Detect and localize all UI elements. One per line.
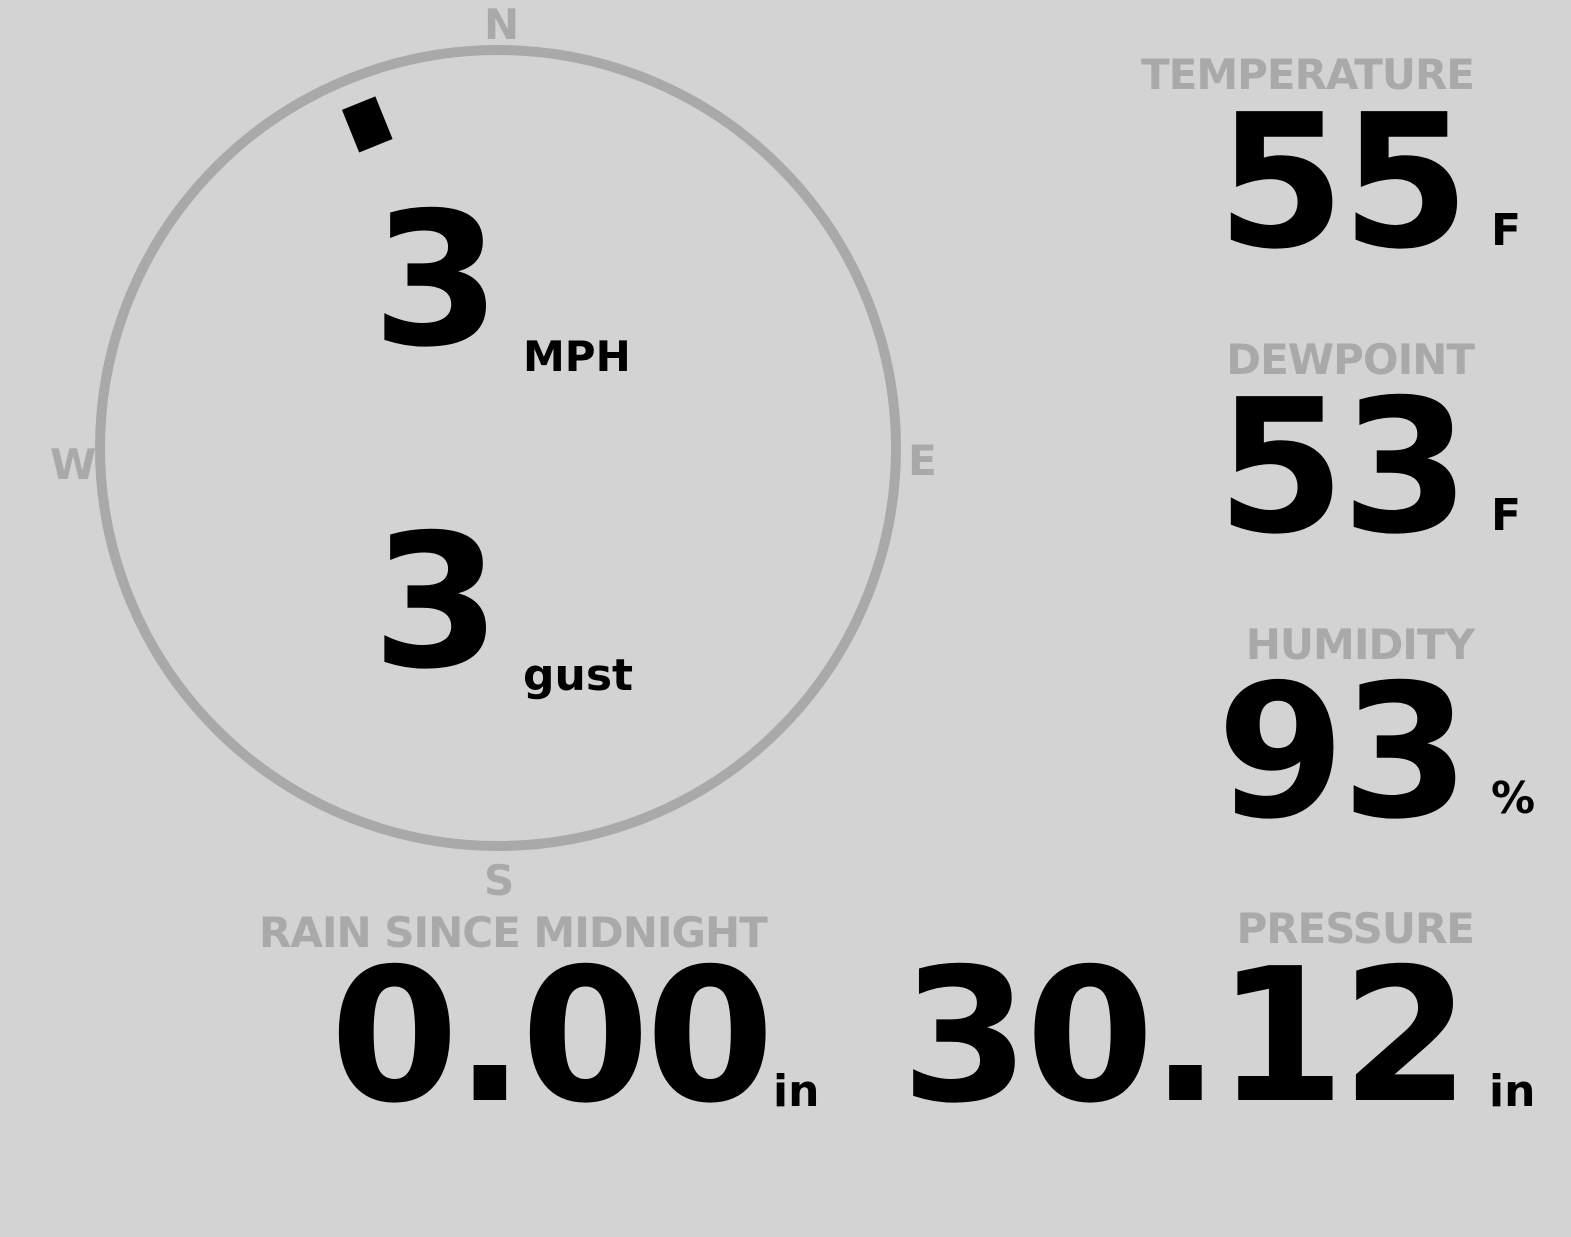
pressure-unit: in — [1489, 1066, 1536, 1117]
wind-gust-unit: gust — [523, 650, 634, 701]
rain-label: RAIN SINCE MIDNIGHT — [259, 908, 768, 957]
humidity-unit: % — [1491, 773, 1536, 824]
rain-unit: in — [773, 1066, 820, 1117]
dewpoint-unit: F — [1491, 490, 1522, 541]
wind-speed-unit: MPH — [523, 332, 631, 381]
wind-direction-marker — [341, 96, 393, 153]
temperature-unit: F — [1491, 205, 1522, 256]
humidity-value: 93 — [1216, 644, 1470, 860]
compass-east-label: E — [908, 436, 937, 485]
compass-south-label: S — [484, 856, 515, 905]
compass-ring — [95, 45, 901, 851]
wind-speed-value: 3 — [372, 172, 501, 388]
humidity-label: HUMIDITY — [1245, 620, 1475, 669]
dewpoint-value: 53 — [1216, 359, 1470, 575]
temperature-label: TEMPERATURE — [1141, 50, 1475, 99]
rain-value: 0.00 — [330, 928, 774, 1144]
compass-west-label: W — [50, 440, 97, 489]
pressure-label: PRESSURE — [1236, 904, 1475, 953]
temperature-value: 55 — [1216, 74, 1470, 290]
compass-north-label: N — [484, 0, 520, 49]
wind-gust-value: 3 — [372, 494, 501, 710]
pressure-value: 30.12 — [900, 928, 1470, 1144]
dewpoint-label: DEWPOINT — [1226, 335, 1475, 384]
